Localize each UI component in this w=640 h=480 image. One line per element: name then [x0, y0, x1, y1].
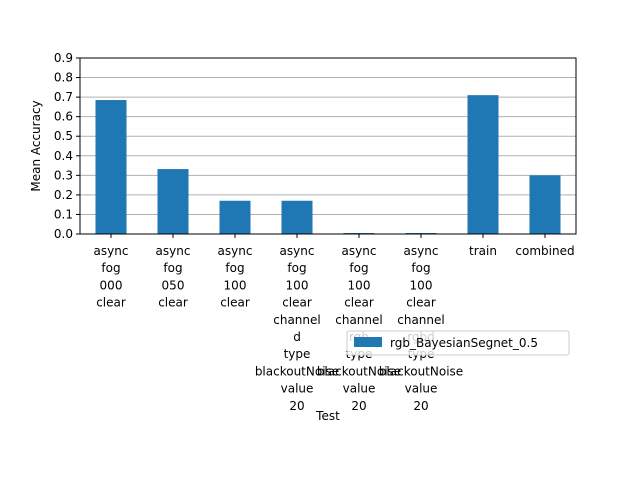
y-tick-label: 0.2 — [54, 188, 73, 202]
x-tick-label: async fog 050 clear — [156, 244, 191, 310]
y-tick-label: 0.5 — [54, 129, 73, 143]
legend: rgb_BayesianSegnet_0.5 — [346, 330, 570, 356]
legend-label: rgb_BayesianSegnet_0.5 — [390, 336, 538, 350]
y-tick-label: 0.3 — [54, 168, 73, 182]
legend-box — [346, 330, 570, 356]
bar — [219, 200, 251, 234]
y-tick-label: 0.9 — [54, 51, 73, 65]
bars — [95, 95, 561, 235]
x-tick-label: asyncfog100clearchannelrgbdtypeblackoutN… — [379, 244, 463, 413]
y-tick-label: 0.1 — [54, 207, 73, 221]
y-gridlines — [80, 77, 576, 215]
x-tick-label: async fog 100 clear — [218, 244, 253, 310]
x-tick-label: async fog 000 clear — [94, 244, 129, 310]
bar — [281, 200, 313, 234]
y-tick-label: 0.7 — [54, 90, 73, 104]
bar — [467, 95, 499, 235]
y-tick-label: 0.6 — [54, 110, 73, 124]
y-tick-label: 0.0 — [54, 227, 73, 241]
bar — [95, 100, 127, 235]
x-tick-label: asyncfog100clearchannelrgbtypeblackoutNo… — [317, 244, 401, 413]
y-tick-label: 0.8 — [54, 71, 73, 85]
bar — [157, 169, 189, 234]
x-tick-label: combined — [515, 244, 574, 258]
x-axis-ticks: async fog 000 clear async fog 050 clear async fog… — [94, 234, 575, 413]
plot-frame — [79, 57, 577, 235]
x-tick-label: async fog 100 clear channel d type blackoutNois… — [255, 244, 339, 413]
x-tick-label: train — [469, 244, 497, 258]
y-axis-label: Mean Accuracy — [29, 100, 43, 191]
legend-swatch — [354, 337, 382, 347]
y-axis-ticks: 0.0 0.1 0.2 0.3 0.4 0.5 0.6 0.7 0.8 0.9 — [54, 51, 80, 241]
bar — [529, 175, 561, 234]
x-axis-label: Test — [315, 409, 340, 423]
y-tick-label: 0.4 — [54, 149, 73, 163]
